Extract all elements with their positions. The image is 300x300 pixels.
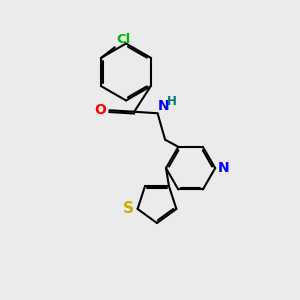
Text: H: H xyxy=(167,95,177,108)
Text: Cl: Cl xyxy=(116,33,130,46)
Text: N: N xyxy=(158,99,170,113)
Text: S: S xyxy=(123,202,134,217)
Text: O: O xyxy=(94,103,106,117)
Text: N: N xyxy=(218,161,230,175)
